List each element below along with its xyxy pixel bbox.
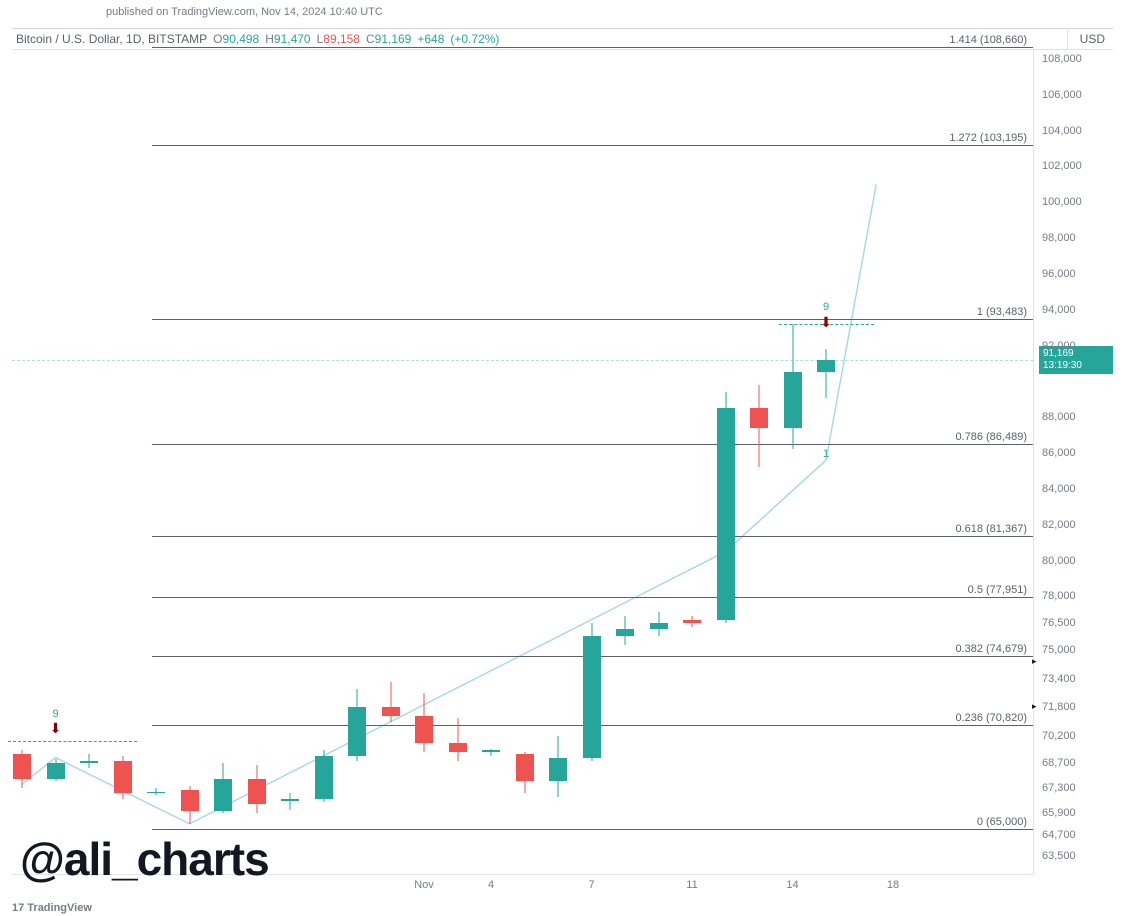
candle[interactable]: [514, 752, 536, 793]
ohlc-readout: O90,498 H91,470 L89,158 C91,169 +648 (+0…: [213, 32, 499, 46]
price-tick: 98,000: [1042, 232, 1076, 244]
fib-level-line[interactable]: 1.414 (108,660): [152, 47, 1033, 48]
candle[interactable]: [748, 385, 770, 467]
fib-level-label: 0.618 (81,367): [953, 523, 1029, 535]
time-tick: 14: [786, 879, 798, 891]
down-arrow-icon: ⬇: [50, 720, 62, 737]
td-dash-line: [8, 741, 137, 742]
down-arrow-icon: ⬇: [820, 314, 832, 331]
current-price-line: [12, 360, 1033, 361]
fib-level-label: 1.272 (103,195): [947, 132, 1029, 144]
price-tick: 82,000: [1042, 519, 1076, 531]
candle[interactable]: [212, 763, 234, 813]
ohlc-low: 89,158: [323, 32, 360, 46]
price-tick: 100,000: [1042, 196, 1082, 208]
price-tick: 76,500: [1042, 617, 1076, 629]
candle[interactable]: [413, 693, 435, 752]
fib-level-line[interactable]: 0.618 (81,367): [152, 536, 1033, 537]
tradingview-logo: 17 TradingView: [12, 902, 92, 914]
candle[interactable]: [346, 689, 368, 761]
price-tick: 78,000: [1042, 590, 1076, 602]
chart-area[interactable]: 91,16913:19:301.414 (108,660)1.272 (103,…: [12, 50, 1113, 900]
candle[interactable]: [715, 392, 737, 623]
candle[interactable]: [547, 736, 569, 797]
price-tick: 70,200: [1042, 730, 1076, 742]
ohlc-close: 91,169: [375, 32, 412, 46]
ohlc-high: 91,470: [274, 32, 311, 46]
currency-label[interactable]: USD: [1067, 28, 1105, 50]
time-tick: 7: [588, 879, 594, 891]
price-tick: 86,000: [1042, 447, 1076, 459]
plot-region[interactable]: 91,16913:19:301.414 (108,660)1.272 (103,…: [12, 50, 1033, 874]
td-count-label: 9: [52, 708, 58, 720]
price-tick: 71,800: [1042, 701, 1076, 713]
candle[interactable]: [614, 616, 636, 645]
fib-level-label: 0.786 (86,489): [953, 431, 1029, 443]
candle[interactable]: [112, 756, 134, 799]
fib-level-line[interactable]: 1.272 (103,195): [152, 145, 1033, 146]
price-tick: 63,500: [1042, 850, 1076, 862]
price-tick: 80,000: [1042, 555, 1076, 567]
price-tick: 64,700: [1042, 829, 1076, 841]
time-tick: 18: [887, 879, 899, 891]
candle[interactable]: [179, 786, 201, 824]
candle[interactable]: [246, 765, 268, 813]
ohlc-change: +648: [417, 32, 444, 46]
candle[interactable]: [11, 750, 33, 788]
candle[interactable]: [648, 612, 670, 635]
fib-level-label: 1.414 (108,660): [947, 34, 1029, 46]
candle[interactable]: [815, 349, 837, 397]
candle[interactable]: [45, 759, 67, 780]
price-tick: 102,000: [1042, 160, 1082, 172]
price-tick: 96,000: [1042, 268, 1076, 280]
fib-level-line[interactable]: 0.5 (77,951): [152, 597, 1033, 598]
price-tick: 106,000: [1042, 89, 1082, 101]
price-tick: 92,000: [1042, 340, 1076, 352]
fib-level-line[interactable]: 0.786 (86,489): [152, 444, 1033, 445]
price-tick: 73,400: [1042, 673, 1076, 685]
candle[interactable]: [782, 324, 804, 449]
fib-level-label: 1 (93,483): [975, 306, 1029, 318]
symbol-label[interactable]: Bitcoin / U.S. Dollar, 1D, BITSTAMP: [16, 32, 207, 46]
fib-level-line[interactable]: 1 (93,483): [152, 319, 1033, 320]
time-tick: Nov: [414, 879, 434, 891]
price-tick: 65,900: [1042, 807, 1076, 819]
trend-line: [12, 50, 1033, 874]
candle[interactable]: [480, 749, 502, 756]
candle[interactable]: [581, 623, 603, 761]
fib-level-label: 0.5 (77,951): [966, 584, 1029, 596]
published-note: published on TradingView.com, Nov 14, 20…: [106, 6, 383, 18]
candle[interactable]: [313, 750, 335, 802]
price-axis[interactable]: 108,000 106,000 104,000 102,000 100,000 98,00…: [1033, 50, 1113, 874]
time-tick: 4: [488, 879, 494, 891]
fib-level-label: 0.236 (70,820): [953, 712, 1029, 724]
price-tick: 88,000: [1042, 411, 1076, 423]
candle[interactable]: [380, 682, 402, 721]
price-tick: 104,000: [1042, 125, 1082, 137]
candle[interactable]: [681, 616, 703, 627]
candle[interactable]: [145, 788, 167, 795]
candle[interactable]: [279, 793, 301, 809]
candle[interactable]: [447, 718, 469, 761]
td-count-label: 9: [823, 301, 829, 313]
price-tick: 68,700: [1042, 757, 1076, 769]
ohlc-open: 90,498: [223, 32, 260, 46]
price-tick: 84,000: [1042, 483, 1076, 495]
fib-level-label: 0 (65,000): [975, 816, 1029, 828]
td-count-label: 1: [823, 448, 829, 460]
price-tick: 94,000: [1042, 304, 1076, 316]
watermark: @ali_charts: [20, 832, 269, 886]
time-tick: 11: [686, 879, 697, 891]
candle[interactable]: [78, 754, 100, 768]
fib-level-line[interactable]: 0 (65,000): [152, 829, 1033, 830]
ohlc-change-pct: (+0.72%): [450, 32, 499, 46]
price-tick: 75,000: [1042, 644, 1076, 656]
price-tick: 108,000: [1042, 53, 1082, 65]
fib-level-label: 0.382 (74,679): [953, 643, 1029, 655]
price-tick: 67,300: [1042, 782, 1076, 794]
